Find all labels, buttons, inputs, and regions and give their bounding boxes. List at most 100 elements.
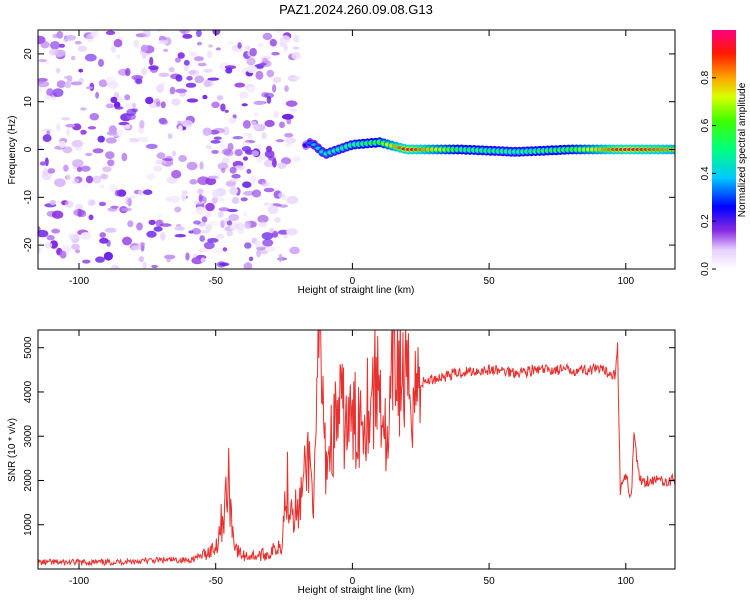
noise-blob (285, 100, 298, 107)
noise-blob (222, 148, 232, 155)
noise-blob (139, 119, 145, 129)
noise-blob (278, 192, 286, 198)
noise-blob (240, 197, 248, 202)
noise-blob (38, 80, 50, 88)
noise-blob (212, 189, 221, 199)
noise-blob (78, 210, 87, 218)
noise-blob (74, 203, 84, 210)
noise-blob (63, 164, 69, 172)
noise-blob (292, 156, 301, 163)
noise-blob (185, 82, 197, 88)
noise-blob (148, 65, 159, 71)
noise-blob (229, 166, 237, 174)
noise-blob (271, 51, 280, 56)
noise-blob (257, 214, 269, 224)
snr-panel: -100 -50 0 50 100 1000 2000 3000 4000 5000 Height… (7, 329, 676, 596)
noise-blob (163, 48, 169, 53)
noise-blob (207, 77, 220, 81)
noise-blob (234, 149, 243, 157)
noise-blob (246, 85, 256, 93)
noise-blob (281, 113, 294, 120)
noise-blob (153, 226, 163, 232)
noise-blob (174, 206, 182, 213)
noise-blob (234, 82, 246, 88)
noise-blob (71, 81, 83, 86)
noise-blob (196, 30, 202, 38)
noise-blob (197, 41, 202, 46)
noise-blob (242, 181, 252, 188)
noise-blob (203, 79, 212, 88)
noise-blob (229, 186, 238, 195)
noise-blob (229, 178, 240, 182)
noise-blob (194, 206, 206, 215)
noise-blob (188, 69, 200, 76)
colorbar-tick-label: 0.2 (700, 214, 711, 228)
noise-blob (84, 53, 97, 62)
snr-xlabel: Height of straight line (km) (298, 585, 415, 596)
noise-blob (289, 108, 297, 112)
noise-blob (275, 30, 284, 34)
noise-blob (280, 157, 292, 165)
colorbar-tick-label: 0.0 (700, 262, 711, 276)
noise-blob (171, 169, 182, 179)
x-tick-label: 0 (350, 276, 356, 287)
noise-blob (131, 74, 144, 81)
noise-blob (264, 119, 275, 128)
noise-blob (145, 96, 154, 105)
noise-blob (205, 144, 212, 150)
noise-blob (251, 121, 257, 125)
noise-blob (116, 96, 124, 103)
noise-blob (174, 226, 185, 231)
colorbar-tick-label: 0.4 (700, 166, 711, 180)
noise-blob (225, 67, 233, 74)
noise-blob (258, 221, 267, 228)
noise-blob (282, 234, 289, 239)
noise-blob (208, 44, 214, 48)
noise-blob (95, 256, 105, 263)
noise-blob (127, 220, 134, 228)
noise-blob (140, 67, 148, 76)
noise-blob (142, 52, 147, 59)
noise-blob (160, 232, 166, 241)
noise-blob (142, 30, 151, 38)
noise-blob (156, 152, 166, 160)
noise-blob (132, 102, 136, 109)
noise-blob (167, 133, 173, 140)
noise-blob (171, 98, 181, 106)
noise-blob (85, 152, 93, 157)
noise-blob (182, 33, 193, 39)
noise-blob (264, 92, 274, 99)
noise-blob (54, 178, 66, 188)
noise-blob (138, 256, 144, 263)
noise-field (38, 30, 301, 269)
noise-blob (156, 84, 164, 93)
noise-blob (65, 34, 77, 41)
noise-blob (82, 259, 91, 264)
noise-blob (263, 159, 273, 168)
noise-blob (266, 96, 272, 104)
noise-blob (221, 156, 230, 165)
noise-blob (44, 95, 52, 99)
spectrogram-xlabel: Height of straight line (km) (298, 285, 415, 296)
noise-blob (58, 140, 66, 148)
noise-blob (289, 246, 300, 255)
noise-blob (220, 142, 226, 149)
noise-blob (74, 40, 82, 45)
noise-blob (113, 39, 123, 48)
noise-blob (256, 249, 261, 258)
x-tick-label: -100 (69, 276, 89, 287)
noise-blob (183, 59, 190, 66)
noise-blob (272, 76, 282, 83)
noise-blob (193, 220, 201, 225)
noise-blob (231, 174, 241, 179)
noise-blob (55, 122, 61, 132)
noise-blob (286, 196, 299, 205)
noise-blob (205, 224, 213, 232)
noise-blob (181, 193, 187, 202)
noise-blob (146, 230, 157, 238)
noise-blob (205, 202, 215, 212)
y-tick-label: 1000 (23, 513, 34, 536)
noise-blob (109, 183, 118, 193)
